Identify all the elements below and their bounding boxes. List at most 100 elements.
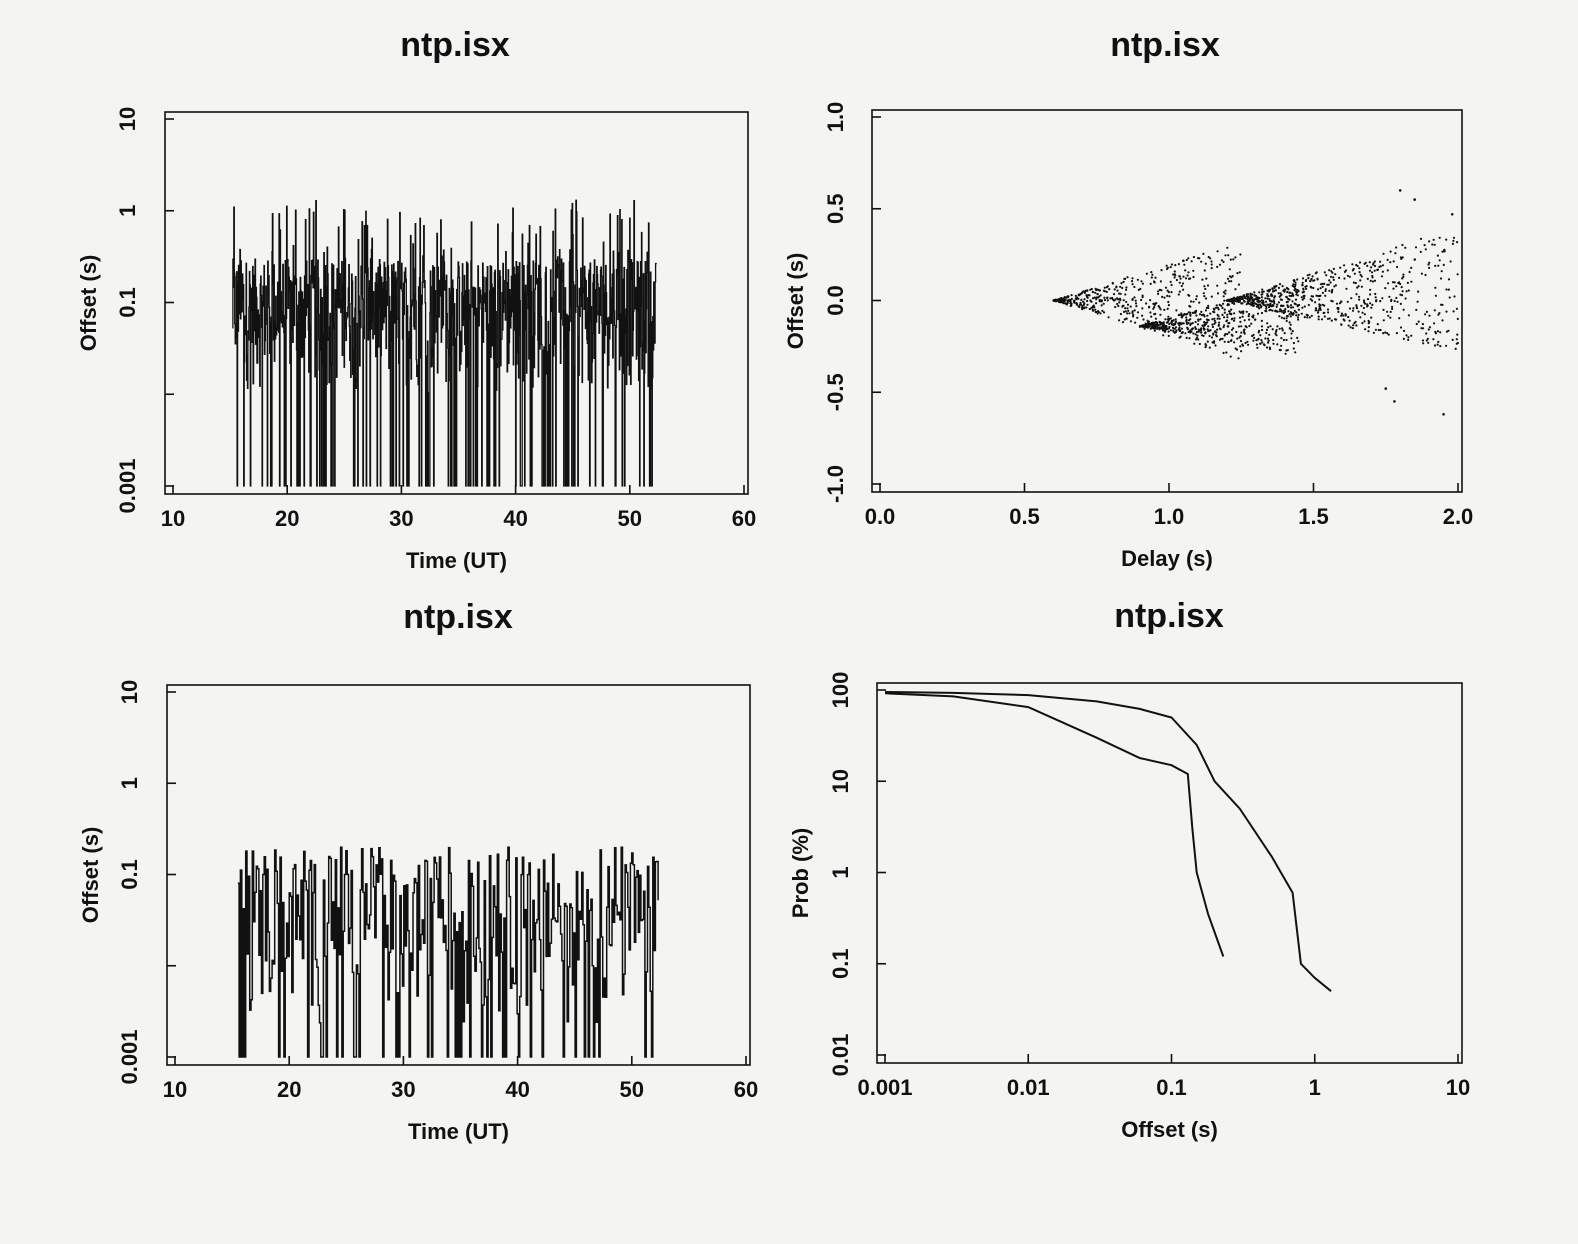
scatter-point [1281,329,1284,332]
scatter-point [1437,264,1440,267]
scatter-point [1238,299,1241,302]
scatter-point [1192,332,1195,335]
scatter-point [1295,288,1299,291]
chart-title: ntp.isx [1110,26,1220,64]
scatter-point [1454,347,1457,350]
scatter-point [1315,294,1318,297]
scatter-point [1141,282,1144,285]
scatter-point [1239,253,1242,256]
scatter-point [1153,329,1156,332]
scatter-point [1357,285,1360,288]
scatter-point [1442,263,1445,266]
scatter-point [1290,332,1293,335]
scatter-point [1166,318,1169,321]
scatter-point [1399,256,1402,259]
scatter-point [1159,280,1162,283]
scatter-point [1277,301,1280,304]
scatter-point [1389,316,1392,319]
scatter-point [1319,287,1322,290]
scatter-point [1438,259,1441,262]
scatter-point [1268,298,1271,301]
scatter-point [1265,346,1269,349]
scatter-point [1376,323,1379,326]
scatter-point [1250,322,1253,325]
scatter-point [1126,312,1129,315]
scatter-point [1301,306,1304,309]
scatter-point [1261,293,1264,296]
scatter-point [1402,275,1405,278]
scatter-point [1272,299,1275,302]
scatter-point [1359,279,1362,282]
scatter-point [1222,291,1225,294]
scatter-point [1233,302,1236,305]
scatter-point [1085,306,1088,309]
scatter-point [1194,327,1197,330]
scatter-point [1123,318,1126,321]
y-axis-label: Offset (s) [76,255,101,352]
scatter-point [1208,346,1211,349]
scatter-point [1233,341,1236,344]
scatter-point [1212,332,1215,335]
scatter-point [1166,294,1169,297]
scatter-point [1271,288,1274,291]
scatter-point [1186,274,1189,277]
scatter-point [1055,299,1058,302]
scatter-point [1351,263,1354,266]
scatter-point [1285,319,1288,323]
scatter-point [1369,293,1372,296]
scatter-point [1272,304,1275,307]
scatter-point [1133,285,1136,289]
y-tick-label: 10 [117,680,142,704]
y-tick-label: 10 [828,769,853,793]
scatter-point [1115,286,1118,289]
scatter-point [1243,331,1246,334]
scatter-point [1086,303,1089,306]
scatter-point [1125,288,1128,291]
scatter-point [1344,269,1348,272]
scatter-point [1072,299,1075,303]
scatter-point [1226,332,1229,336]
scatter-point [1118,292,1121,295]
scatter-point [1228,268,1231,271]
scatter-point [1153,305,1156,309]
scatter-point [1397,281,1400,285]
scatter-point [1264,337,1267,340]
scatter-point [1085,295,1088,298]
scatter-point [1203,321,1206,324]
scatter-point [1116,289,1119,292]
scatter-point [1198,313,1202,316]
scatter-point [1328,289,1331,292]
scatter-point [1136,278,1139,281]
scatter-point [1137,288,1140,291]
scatter-point [1398,317,1401,320]
x-axis-label: Time (UT) [408,1119,509,1144]
scatter-point [1075,303,1078,306]
scatter-point [1294,298,1298,301]
scatter-point [1275,305,1278,308]
scatter-point [1091,290,1094,293]
scatter-point [1083,291,1086,294]
scatter-point [1131,298,1134,301]
scatter-point [1189,329,1192,332]
scatter-point [1230,318,1233,321]
scatter-point [1297,340,1300,343]
scatter-point [1358,271,1361,274]
scatter-point [1223,340,1226,343]
scatter-point [1298,303,1301,307]
scatter-point [1207,255,1210,259]
scatter-point [1095,296,1098,299]
scatter-point [1242,329,1245,332]
scatter-point [1279,292,1282,295]
scatter-point [1202,328,1206,331]
scatter-point [1424,273,1427,277]
scatter-point [1267,341,1270,344]
scatter-point [1349,326,1352,329]
scatter-point [1266,297,1269,300]
scatter-point [1362,306,1365,310]
scatter-point [1425,332,1428,335]
scatter-point [1126,276,1129,279]
scatter-point [1204,309,1207,312]
scatter-point [1295,290,1298,293]
scatter-point [1428,266,1431,269]
scatter-point [1150,315,1153,318]
